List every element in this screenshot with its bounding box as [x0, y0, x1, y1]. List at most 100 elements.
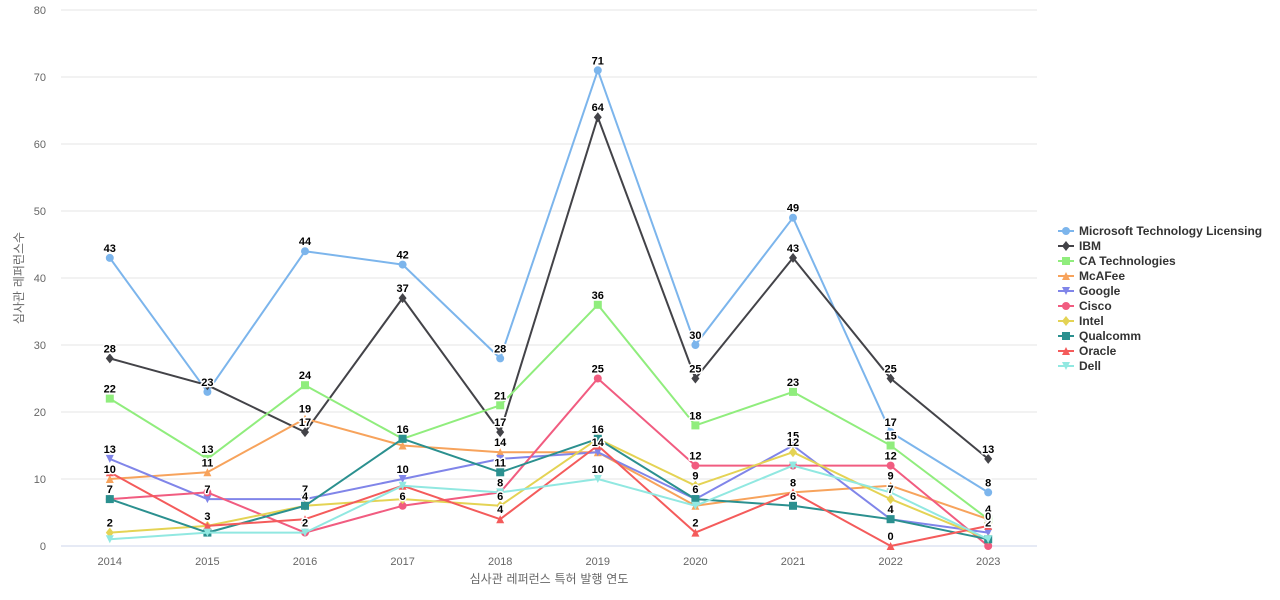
y-tick-label: 30	[34, 340, 46, 352]
y-tick-label: 50	[34, 206, 46, 218]
series-layer	[105, 66, 993, 550]
legend-label: CA Technologies	[1079, 254, 1176, 268]
series-dell	[105, 461, 993, 544]
legend-label: Cisco	[1079, 299, 1112, 313]
data-label-intel: 6	[497, 491, 503, 503]
data-labels: 4323444228713049178281737176425432513221…	[102, 54, 996, 545]
data-label-microsoft-technology-licensing: 28	[494, 343, 506, 355]
legend-item-oracle[interactable]: Oracle	[1058, 344, 1117, 358]
data-point-ibm	[593, 112, 602, 123]
data-label-cisco: 2	[302, 518, 308, 530]
legend-label: Microsoft Technology Licensing	[1079, 224, 1262, 238]
legend-item-dell[interactable]: Dell	[1058, 359, 1101, 373]
legend-label: Intel	[1079, 314, 1104, 328]
y-tick-label: 40	[34, 273, 46, 285]
legend-marker-icon	[1062, 316, 1070, 326]
data-label-ca-technologies: 22	[104, 384, 116, 396]
series-line-oracle	[108, 444, 990, 547]
data-label-ibm: 13	[982, 444, 994, 456]
data-label-cisco: 12	[884, 451, 896, 463]
y-axis-ticks: 0 10 20 30 40 50 60 70 80	[34, 5, 46, 553]
data-point-intel	[886, 494, 895, 505]
data-label-qualcomm: 16	[592, 424, 604, 436]
x-tick-label: 2023	[976, 556, 1000, 568]
x-tick-label: 2016	[293, 556, 317, 568]
data-point-microsoft-technology-licensing	[789, 213, 797, 222]
data-label-mcafee: 11	[202, 457, 214, 469]
data-point-oracle	[496, 515, 505, 524]
legend-item-google[interactable]: Google	[1058, 284, 1121, 298]
data-label-intel: 7	[888, 484, 894, 496]
data-label-ibm: 17	[299, 417, 311, 429]
data-point-google	[105, 454, 114, 463]
data-point-ibm	[691, 373, 700, 384]
x-tick-label: 2019	[586, 556, 610, 568]
data-point-ca-technologies	[496, 401, 505, 410]
data-label-microsoft-technology-licensing: 30	[689, 330, 701, 342]
data-label-qualcomm: 16	[396, 424, 408, 436]
y-tick-label: 20	[34, 407, 46, 419]
data-point-dell	[398, 481, 407, 490]
data-point-qualcomm	[301, 501, 309, 510]
legend-item-microsoft-technology-licensing[interactable]: Microsoft Technology Licensing	[1058, 224, 1262, 238]
data-point-mcafee	[398, 441, 407, 450]
data-point-ca-technologies	[886, 441, 895, 450]
data-point-cisco	[984, 542, 993, 550]
data-point-google	[203, 495, 212, 504]
data-point-microsoft-technology-licensing	[203, 387, 212, 396]
data-label-ibm: 28	[104, 343, 116, 355]
x-axis-title: 심사관 레퍼런스 특허 발행 연도	[470, 571, 629, 586]
series-line-qualcomm	[108, 437, 990, 541]
data-point-microsoft-technology-licensing	[398, 260, 407, 269]
data-label-qualcomm: 11	[494, 457, 506, 469]
data-point-cisco	[886, 461, 895, 470]
data-point-ca-technologies	[105, 394, 114, 403]
legend-marker-icon	[1062, 257, 1070, 265]
data-label-ca-technologies: 36	[592, 290, 604, 302]
legend-label: Qualcomm	[1079, 329, 1141, 343]
data-point-dell	[301, 528, 309, 537]
data-point-ibm	[105, 353, 114, 364]
data-label-intel: 9	[692, 471, 698, 483]
data-point-microsoft-technology-licensing	[301, 247, 309, 256]
data-label-mcafee: 8	[790, 477, 796, 489]
legend-item-ibm[interactable]: IBM	[1058, 239, 1101, 253]
data-point-ibm	[301, 427, 309, 438]
data-point-mcafee	[886, 481, 895, 490]
data-point-dell	[886, 488, 895, 497]
y-tick-label: 0	[40, 541, 46, 553]
data-point-oracle	[301, 515, 309, 524]
data-point-cisco	[691, 461, 700, 470]
data-label-google: 10	[396, 464, 408, 476]
data-point-ibm	[984, 453, 993, 464]
data-point-ibm	[496, 427, 505, 438]
legend-label: Google	[1079, 284, 1121, 298]
legend-item-cisco[interactable]: Cisco	[1058, 299, 1112, 313]
y-tick-label: 70	[34, 72, 46, 84]
legend-marker-icon	[1062, 227, 1070, 235]
data-label-microsoft-technology-licensing: 43	[104, 243, 116, 255]
data-point-google	[496, 454, 505, 463]
data-point-dell	[789, 461, 797, 470]
data-point-intel	[398, 494, 407, 505]
data-point-dell	[984, 535, 993, 544]
data-label-ca-technologies: 15	[884, 431, 896, 443]
data-point-oracle	[984, 521, 993, 530]
data-point-intel	[789, 447, 797, 458]
data-point-mcafee	[203, 468, 212, 477]
legend-item-qualcomm[interactable]: Qualcomm	[1058, 329, 1141, 343]
data-point-ca-technologies	[789, 387, 797, 396]
data-point-oracle	[886, 542, 895, 550]
legend-item-ca-technologies[interactable]: CA Technologies	[1058, 254, 1176, 268]
series-microsoft-technology-licensing	[105, 66, 993, 497]
data-label-qualcomm: 4	[302, 491, 309, 503]
x-tick-label: 2014	[98, 556, 122, 568]
legend-item-intel[interactable]: Intel	[1058, 314, 1104, 328]
data-label-ibm: 64	[592, 102, 605, 114]
data-point-ca-technologies	[593, 300, 602, 309]
legend-item-mcafee[interactable]: McAFee	[1058, 269, 1125, 283]
series-ibm	[105, 112, 993, 464]
legend-marker-icon	[1062, 287, 1070, 295]
data-label-mcafee: 19	[299, 404, 311, 416]
data-label-cisco: 6	[400, 491, 406, 503]
